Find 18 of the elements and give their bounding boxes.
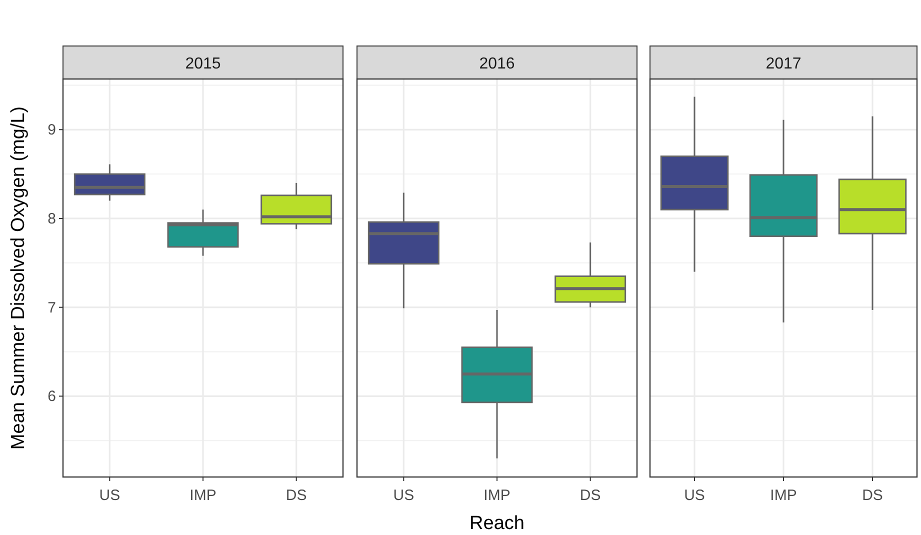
chart-title: 2015 — [185, 56, 221, 72]
chart-title: 2016 — [479, 56, 515, 72]
x-tick-label: IMP — [484, 487, 510, 504]
y-tick-label: 7 — [48, 299, 56, 316]
x-tick-label: US — [684, 487, 705, 504]
x-tick-label: US — [99, 487, 120, 504]
chart-title: 2017 — [766, 56, 802, 72]
x-axis-title: Reach — [470, 513, 524, 534]
y-tick-label: 6 — [48, 388, 56, 406]
x-tick-label: IMP — [770, 487, 797, 504]
x-tick-label: US — [393, 487, 414, 504]
x-tick-label: DS — [286, 487, 307, 504]
x-tick-label: DS — [862, 487, 883, 504]
x-tick-label: DS — [580, 487, 601, 504]
y-axis-title: Mean Summer Dissolved Oxygen (mg/L) — [8, 106, 29, 450]
y-tick-label: 8 — [48, 210, 56, 228]
y-tick-label: 9 — [48, 122, 56, 139]
x-tick-label: IMP — [190, 487, 216, 504]
